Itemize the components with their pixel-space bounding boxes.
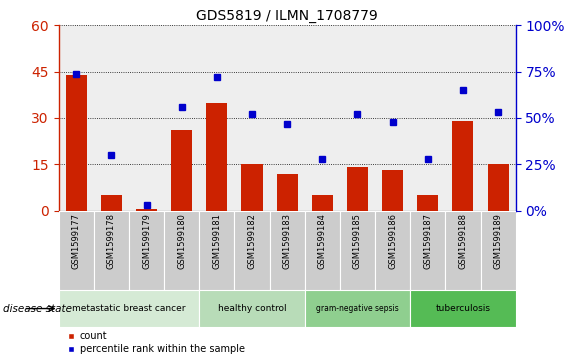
Bar	[445, 211, 481, 290]
Bar	[129, 211, 164, 290]
Bar	[136, 209, 157, 211]
Bar	[410, 211, 445, 290]
Bar	[270, 25, 305, 211]
Bar	[410, 290, 516, 327]
Text: metastatic breast cancer: metastatic breast cancer	[72, 304, 186, 313]
Bar	[270, 211, 305, 290]
Bar	[481, 211, 516, 290]
Bar	[277, 174, 298, 211]
Text: GSM1599182: GSM1599182	[247, 213, 257, 269]
Bar	[305, 211, 340, 290]
Bar	[382, 170, 403, 211]
Bar	[199, 211, 234, 290]
Text: GSM1599180: GSM1599180	[177, 213, 186, 269]
Text: GSM1599183: GSM1599183	[282, 213, 292, 269]
Bar	[129, 25, 164, 211]
Bar	[234, 211, 270, 290]
Bar	[488, 164, 509, 211]
Legend: count, percentile rank within the sample: count, percentile rank within the sample	[63, 327, 249, 358]
Bar	[375, 211, 410, 290]
Bar	[59, 290, 199, 327]
Bar	[481, 25, 516, 211]
Text: GSM1599181: GSM1599181	[212, 213, 222, 269]
Text: GSM1599179: GSM1599179	[142, 213, 151, 269]
Bar	[340, 211, 375, 290]
Text: tuberculosis: tuberculosis	[435, 304, 490, 313]
Text: GSM1599188: GSM1599188	[458, 213, 468, 269]
Bar	[241, 164, 263, 211]
Bar	[94, 211, 129, 290]
Bar	[445, 25, 481, 211]
Text: GSM1599177: GSM1599177	[71, 213, 81, 269]
Text: GSM1599186: GSM1599186	[388, 213, 397, 269]
Bar	[234, 25, 270, 211]
Bar	[206, 102, 227, 211]
Bar	[164, 25, 199, 211]
Bar	[94, 25, 129, 211]
Bar	[59, 25, 94, 211]
Text: GSM1599189: GSM1599189	[493, 213, 503, 269]
Bar	[171, 130, 192, 211]
Text: GSM1599187: GSM1599187	[423, 213, 432, 269]
Text: GSM1599184: GSM1599184	[318, 213, 327, 269]
Bar	[410, 25, 445, 211]
Bar	[417, 195, 438, 211]
Text: disease state: disease state	[3, 303, 72, 314]
Bar	[305, 290, 410, 327]
Text: healthy control: healthy control	[217, 304, 287, 313]
Bar	[340, 25, 375, 211]
Bar	[452, 121, 473, 211]
Text: gram-negative sepsis: gram-negative sepsis	[316, 304, 399, 313]
Bar	[59, 211, 94, 290]
Bar	[101, 195, 122, 211]
Bar	[305, 25, 340, 211]
Bar	[199, 25, 234, 211]
Text: GSM1599178: GSM1599178	[107, 213, 116, 269]
Bar	[347, 167, 368, 211]
Bar	[66, 75, 87, 211]
Bar	[199, 290, 305, 327]
Title: GDS5819 / ILMN_1708779: GDS5819 / ILMN_1708779	[196, 9, 378, 23]
Bar	[164, 211, 199, 290]
Bar	[375, 25, 410, 211]
Bar	[312, 195, 333, 211]
Text: GSM1599185: GSM1599185	[353, 213, 362, 269]
